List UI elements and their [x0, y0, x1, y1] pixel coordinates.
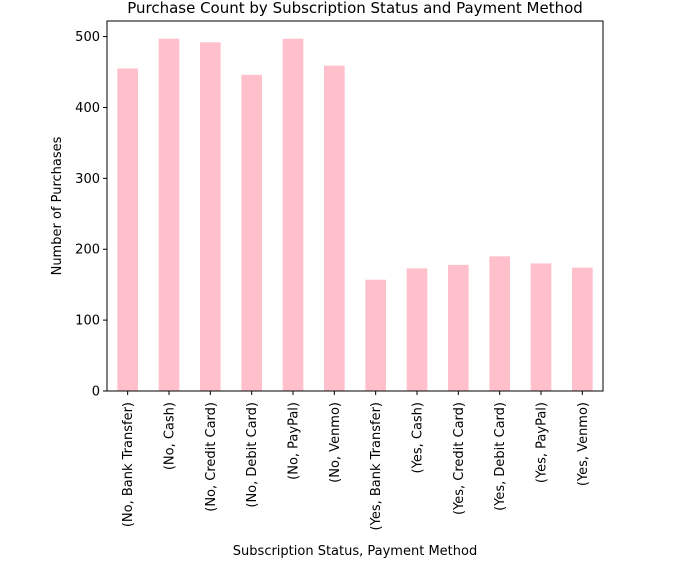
x-tick-label: (Yes, Cash) — [411, 402, 426, 473]
y-tick-label: 100 — [75, 314, 100, 329]
bar — [241, 74, 262, 392]
bar — [530, 263, 552, 391]
x-tick-label: (Yes, Bank Transfer) — [369, 402, 384, 530]
bar — [158, 38, 180, 391]
x-tick-label: (No, Credit Card) — [204, 402, 219, 512]
bar — [282, 38, 304, 391]
x-axis-label: Subscription Status, Payment Method — [233, 544, 477, 559]
bar — [572, 267, 593, 391]
bar — [365, 279, 386, 391]
bar — [448, 264, 469, 391]
x-tick-label: (Yes, Venmo) — [576, 402, 591, 486]
y-axis-label: Number of Purchases — [50, 136, 65, 275]
y-axis: 0 100 200 300 400 500 — [75, 30, 107, 400]
y-tick-label: 0 — [92, 385, 100, 400]
bars-group — [117, 38, 593, 392]
x-tick-label: (No, Cash) — [163, 402, 178, 470]
bar — [117, 68, 138, 392]
x-tick-label: (Yes, Credit Card) — [452, 402, 467, 515]
y-tick-label: 500 — [75, 30, 100, 45]
x-tick-label: (No, Bank Transfer) — [121, 402, 136, 527]
bar — [200, 42, 221, 391]
chart-title: Purchase Count by Subscription Status an… — [127, 0, 583, 17]
x-axis: (No, Bank Transfer) (No, Cash) (No, Credit… — [121, 391, 591, 530]
bar — [324, 65, 345, 391]
y-tick-label: 200 — [75, 243, 100, 258]
x-tick-label: (No, PayPal) — [287, 402, 302, 480]
x-tick-label: (No, Venmo) — [328, 402, 343, 483]
bar — [489, 256, 510, 391]
y-tick-label: 300 — [75, 172, 100, 187]
plot-frame — [106, 20, 604, 392]
bar — [406, 268, 428, 391]
x-tick-label: (No, Debit Card) — [245, 402, 260, 508]
x-tick-label: (Yes, PayPal) — [535, 402, 550, 483]
y-tick-label: 400 — [75, 101, 100, 116]
x-tick-label: (Yes, Debit Card) — [493, 402, 508, 511]
